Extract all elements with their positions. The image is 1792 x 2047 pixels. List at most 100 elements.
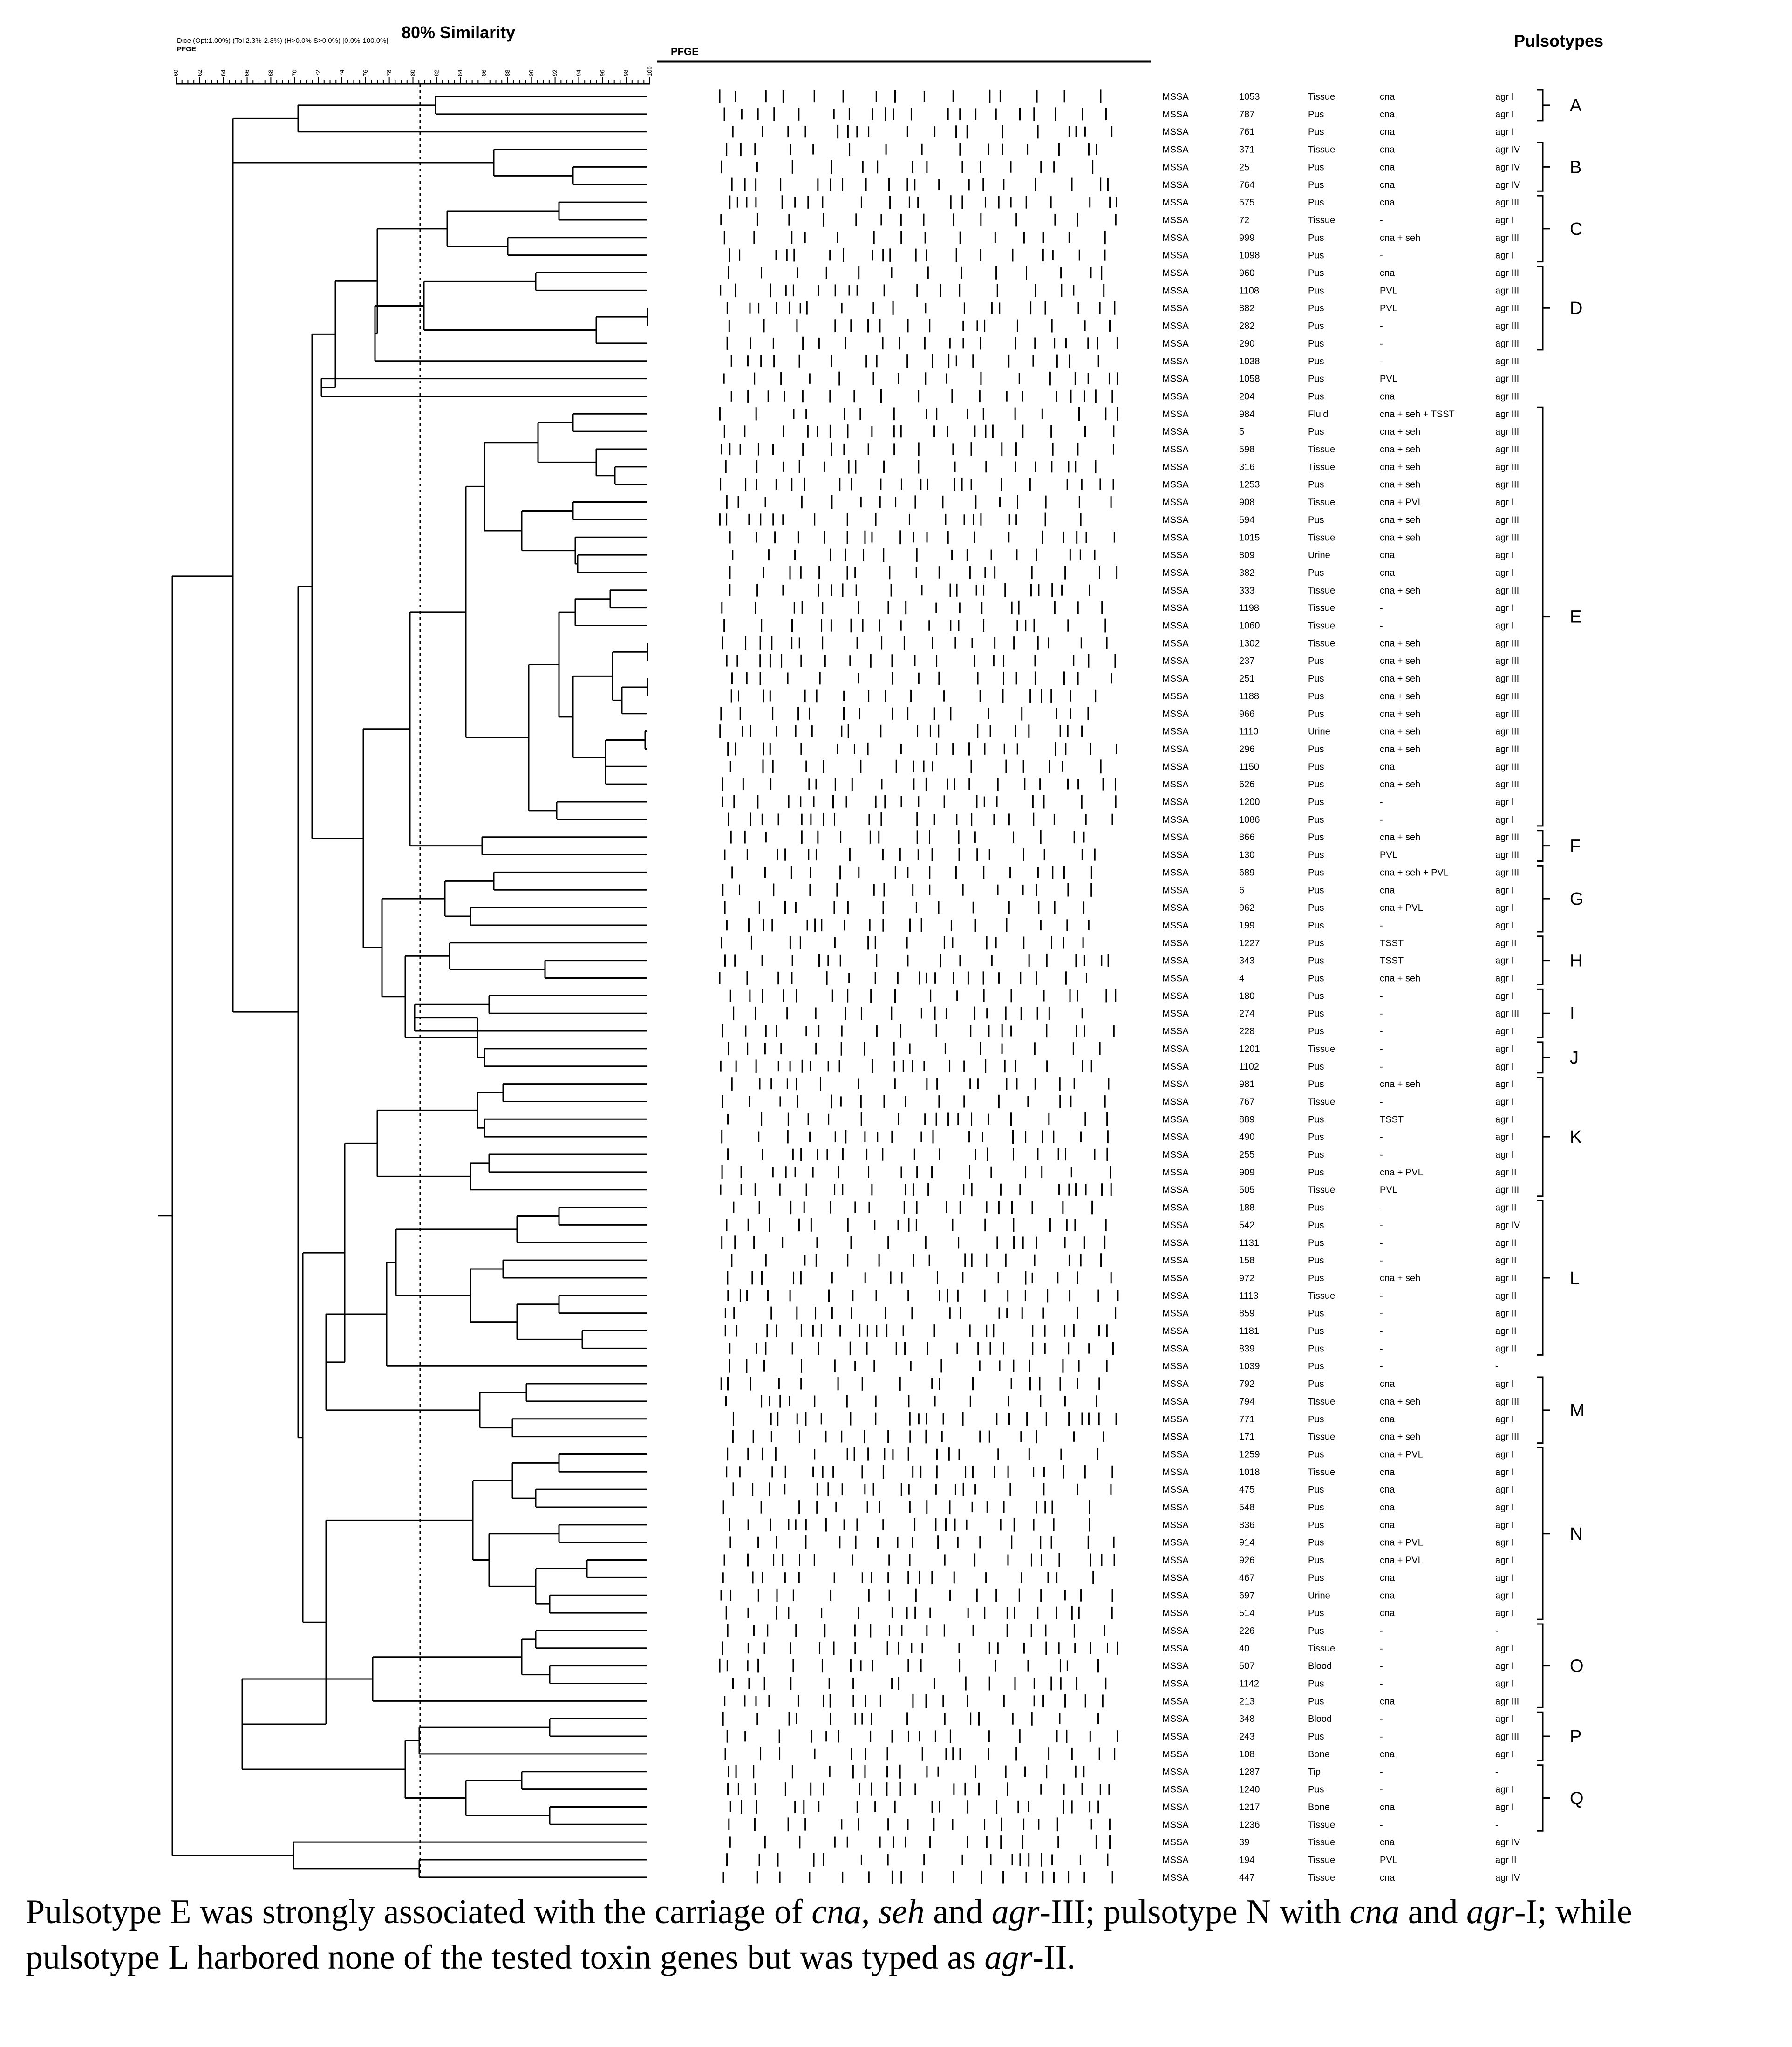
isolate-id: 764 [1239, 180, 1254, 190]
isolate-genes: - [1380, 1679, 1383, 1689]
isolate-src: Pus [1308, 1449, 1324, 1460]
isolate-row: MSSA 1302 Tissue cna + seh agr III [1162, 638, 1519, 648]
isolate-id: 490 [1239, 1132, 1254, 1142]
isolate-src: Pus [1308, 303, 1324, 314]
isolate-sp: MSSA [1162, 180, 1189, 190]
isolate-sp: MSSA [1162, 1203, 1189, 1213]
isolate-genes: cna + seh [1380, 480, 1420, 490]
isolate-id: 1113 [1239, 1291, 1259, 1301]
isolate-genes: cna + seh + PVL [1380, 867, 1449, 878]
isolate-src: Pus [1308, 1238, 1324, 1248]
isolate-agr: agr I [1495, 1661, 1514, 1672]
pulsotype-label: M [1570, 1401, 1585, 1420]
isolate-row: MSSA 836 Pus cna agr I [1162, 1520, 1514, 1530]
isolate-row: MSSA 228 Pus - agr I [1162, 1026, 1514, 1037]
isolate-agr: agr III [1495, 656, 1519, 666]
isolate-genes: cna [1380, 92, 1395, 102]
scale-tick-label: 78 [386, 70, 393, 76]
isolate-genes: - [1380, 1344, 1383, 1354]
isolate-sp: MSSA [1162, 1167, 1189, 1178]
caption-gene: agr [984, 1938, 1033, 1977]
isolate-id: 1287 [1239, 1767, 1260, 1777]
isolate-row: MSSA 889 Pus TSST agr I [1162, 1114, 1514, 1125]
isolate-genes: cna [1380, 568, 1395, 578]
isolate-agr: agr I [1495, 1556, 1514, 1566]
pulsotype-m: M [1537, 1376, 1585, 1444]
scale-tick-label: 96 [599, 70, 606, 76]
isolate-src: Pus [1308, 1626, 1324, 1636]
isolate-row: MSSA 771 Pus cna agr I [1162, 1414, 1514, 1425]
isolate-genes: cna + PVL [1380, 498, 1423, 508]
isolate-id: 792 [1239, 1379, 1254, 1389]
isolate-id: 130 [1239, 850, 1254, 860]
isolate-id: 316 [1239, 462, 1254, 472]
method-text: PFGE [177, 45, 196, 53]
pulsotype-k: K [1537, 1077, 1581, 1197]
pulsotype-h: H [1537, 935, 1582, 985]
isolate-genes: cna + seh [1380, 674, 1420, 684]
isolate-genes: - [1380, 251, 1383, 261]
isolate-row: MSSA 237 Pus cna + seh agr III [1162, 656, 1519, 666]
isolate-id: 984 [1239, 409, 1254, 419]
isolate-id: 542 [1239, 1220, 1254, 1230]
isolate-agr: agr III [1495, 409, 1519, 419]
isolate-genes: cna + seh [1380, 427, 1420, 437]
isolate-agr: agr I [1495, 1749, 1514, 1760]
isolate-id: 966 [1239, 709, 1254, 719]
pulsotype-label: I [1570, 1004, 1575, 1024]
isolate-agr: agr I [1495, 1538, 1514, 1548]
pulsotype-bracket [1537, 1041, 1550, 1074]
isolate-sp: MSSA [1162, 1344, 1189, 1354]
isolate-sp: MSSA [1162, 1026, 1189, 1037]
isolate-row: MSSA 1113 Tissue - agr II [1162, 1291, 1517, 1301]
isolate-id: 243 [1239, 1732, 1254, 1742]
isolate-sp: MSSA [1162, 162, 1189, 172]
isolate-src: Pus [1308, 1326, 1324, 1337]
isolate-row: MSSA 909 Pus cna + PVL agr II [1162, 1167, 1517, 1178]
isolate-genes: cna + seh [1380, 515, 1420, 525]
isolate-agr: agr I [1495, 1414, 1514, 1425]
isolate-src: Pus [1308, 956, 1324, 966]
scale-tick-label: 70 [291, 70, 298, 76]
isolate-row: MSSA 6 Pus cna agr I [1162, 885, 1514, 895]
isolate-src: Tissue [1308, 1855, 1335, 1865]
isolate-row: MSSA 697 Urine cna agr I [1162, 1590, 1514, 1601]
isolate-sp: MSSA [1162, 1079, 1189, 1090]
isolate-sp: MSSA [1162, 815, 1189, 825]
scale-tick-label: 88 [504, 70, 511, 76]
isolate-id: 1058 [1239, 374, 1260, 384]
pulsotype-bracket [1537, 1077, 1550, 1197]
isolate-agr: agr III [1495, 744, 1519, 754]
pulsotype-bracket [1537, 142, 1550, 192]
isolate-genes: cna [1380, 1837, 1395, 1848]
isolate-agr: agr I [1495, 1097, 1514, 1107]
isolate-agr: agr III [1495, 268, 1519, 279]
isolate-src: Pus [1308, 903, 1324, 913]
isolate-genes: cna + seh [1380, 638, 1420, 648]
isolate-agr: agr I [1495, 885, 1514, 895]
isolate-agr: agr I [1495, 1502, 1514, 1513]
isolate-agr: agr III [1495, 233, 1519, 243]
isolate-sp: MSSA [1162, 1467, 1189, 1477]
isolate-sp: MSSA [1162, 498, 1189, 508]
isolate-id: 194 [1239, 1855, 1254, 1865]
isolate-id: 1188 [1239, 691, 1259, 702]
isolate-agr: agr I [1495, 797, 1514, 807]
caption-text: -III; pulsotype N with [1039, 1893, 1350, 1931]
isolate-agr: agr I [1495, 903, 1514, 913]
caption-text: Pulsotype E was strongly associated with… [26, 1893, 812, 1931]
isolate-src: Pus [1308, 1344, 1324, 1354]
isolate-id: 999 [1239, 233, 1254, 243]
isolate-agr: agr III [1495, 515, 1519, 525]
isolate-src: Pus [1308, 938, 1324, 948]
isolate-row: MSSA 290 Pus - agr III [1162, 339, 1519, 349]
isolate-row: MSSA 490 Pus - agr I [1162, 1132, 1514, 1142]
isolate-id: 1217 [1239, 1802, 1260, 1812]
isolate-row: MSSA 908 Tissue cna + PVL agr I [1162, 498, 1514, 508]
isolate-genes: - [1380, 339, 1383, 349]
isolate-row: MSSA 188 Pus - agr II [1162, 1203, 1517, 1213]
isolate-row: MSSA 194 Tissue PVL agr II [1162, 1855, 1517, 1865]
isolate-sp: MSSA [1162, 1379, 1189, 1389]
isolate-agr: agr IV [1495, 1873, 1520, 1883]
isolate-row: MSSA 274 Pus - agr III [1162, 1009, 1519, 1019]
